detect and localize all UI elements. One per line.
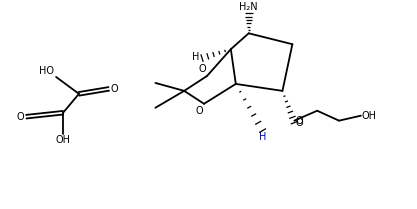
Text: O: O [196,106,203,116]
Text: H: H [259,132,266,141]
Text: O: O [295,118,303,128]
Text: OH: OH [55,135,70,145]
Text: HO: HO [39,66,54,76]
Text: O: O [111,84,118,94]
Text: O: O [295,116,303,126]
Text: O: O [17,112,24,122]
Text: H₂N: H₂N [239,3,258,13]
Text: H: H [192,52,199,62]
Text: O: O [198,64,206,74]
Text: OH: OH [362,111,377,121]
